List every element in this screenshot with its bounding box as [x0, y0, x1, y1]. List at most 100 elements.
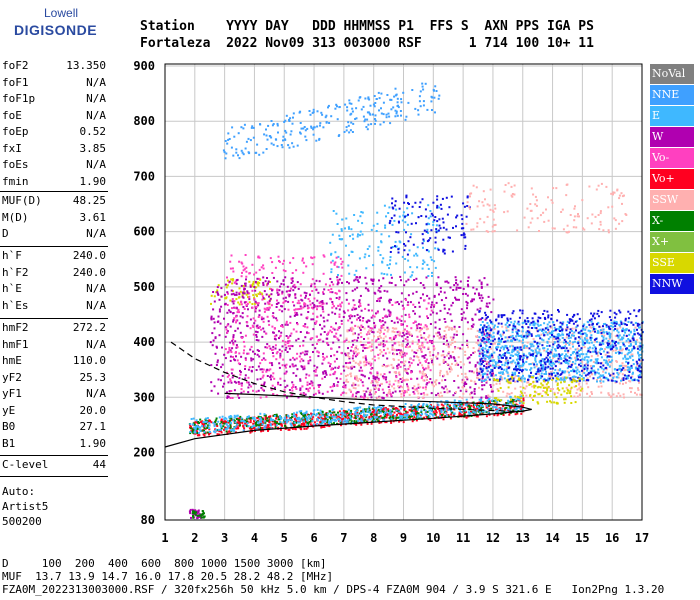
data-point	[639, 376, 642, 379]
data-point	[306, 384, 309, 386]
data-point	[409, 333, 411, 336]
data-point	[261, 371, 264, 374]
data-point	[313, 387, 315, 390]
data-point	[244, 368, 246, 370]
data-point	[353, 273, 356, 276]
data-point	[264, 308, 267, 311]
data-point	[372, 224, 375, 227]
data-point	[357, 352, 360, 355]
data-point	[210, 389, 213, 392]
data-point	[543, 377, 546, 380]
data-point	[281, 146, 284, 149]
data-point	[362, 361, 365, 364]
data-point	[550, 332, 553, 335]
data-point	[371, 380, 374, 383]
data-point	[519, 346, 522, 349]
data-point	[349, 129, 352, 132]
data-point	[517, 335, 520, 337]
data-point	[639, 393, 642, 396]
data-point	[352, 327, 355, 330]
data-point	[309, 293, 311, 296]
data-point	[567, 333, 570, 335]
data-point	[601, 341, 604, 344]
data-point	[565, 343, 567, 346]
data-point	[590, 373, 593, 376]
data-point	[416, 327, 419, 330]
data-point	[445, 296, 448, 299]
data-point	[506, 347, 509, 350]
data-point	[553, 355, 556, 358]
data-point	[374, 119, 377, 122]
data-point	[336, 105, 338, 108]
data-point	[359, 326, 362, 329]
data-point	[251, 289, 254, 292]
data-point	[487, 230, 490, 233]
data-point	[273, 327, 276, 330]
data-point	[395, 245, 398, 248]
data-point	[516, 358, 518, 361]
data-point	[287, 289, 290, 292]
data-point	[583, 346, 586, 349]
data-point	[621, 373, 624, 376]
data-point	[599, 329, 602, 332]
data-point	[235, 321, 237, 324]
data-point	[537, 351, 540, 354]
data-point	[501, 337, 504, 340]
data-point	[628, 329, 630, 332]
data-point	[376, 381, 379, 384]
data-point	[638, 365, 641, 368]
data-point	[364, 355, 367, 358]
data-point	[312, 128, 315, 131]
data-point	[245, 266, 248, 269]
data-point	[488, 335, 491, 338]
data-point	[488, 327, 491, 330]
data-point	[546, 333, 549, 336]
data-point	[527, 320, 530, 323]
data-point	[546, 310, 549, 313]
data-point	[476, 225, 479, 228]
data-point	[421, 262, 424, 265]
data-point	[413, 388, 416, 391]
data-point	[634, 343, 637, 345]
data-point	[497, 340, 500, 343]
data-point	[313, 256, 316, 259]
data-point	[460, 227, 463, 230]
data-point	[359, 315, 362, 318]
data-point	[462, 202, 465, 205]
data-point	[424, 388, 427, 391]
data-point	[624, 381, 627, 384]
data-point	[524, 334, 527, 337]
data-point	[595, 340, 598, 343]
data-point	[534, 322, 537, 325]
data-point	[299, 379, 302, 382]
data-point	[318, 386, 320, 388]
data-point	[419, 201, 422, 204]
data-point	[450, 319, 453, 322]
data-point	[506, 336, 509, 339]
data-point	[378, 97, 381, 100]
data-point	[289, 117, 292, 120]
data-point	[431, 214, 434, 217]
data-point	[576, 313, 579, 316]
data-point	[251, 366, 254, 368]
data-point	[346, 281, 349, 283]
data-point	[437, 408, 440, 410]
data-point	[516, 350, 519, 352]
data-point	[614, 351, 617, 354]
data-point	[422, 370, 425, 373]
data-point	[345, 392, 348, 395]
data-point	[517, 329, 520, 332]
data-point	[368, 361, 371, 364]
data-point	[507, 375, 510, 378]
data-point	[217, 378, 220, 381]
data-point	[569, 377, 572, 380]
data-point	[637, 379, 640, 382]
data-point	[255, 293, 258, 296]
data-point	[586, 217, 589, 220]
data-point	[333, 305, 335, 308]
data-point	[578, 383, 580, 386]
data-point	[306, 326, 309, 329]
data-point	[566, 327, 569, 330]
data-point	[262, 297, 265, 300]
data-point	[217, 392, 220, 395]
